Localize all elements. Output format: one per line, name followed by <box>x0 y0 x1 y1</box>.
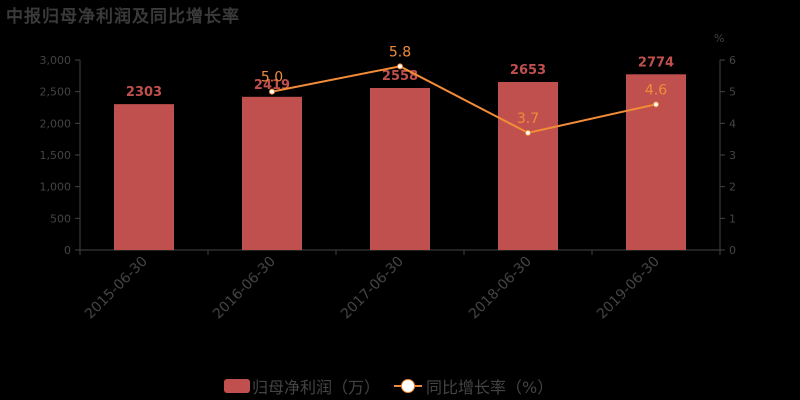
x-axis-label: 2019-06-30 <box>594 254 663 323</box>
legend: 归母净利润（万） 同比增长率（%） <box>224 374 553 398</box>
growth-value-label: 5.0 <box>261 70 283 86</box>
bar[interactable] <box>242 96 302 251</box>
growth-point[interactable] <box>397 63 403 70</box>
right-axis-tick: 0 <box>729 244 736 257</box>
right-axis-tick: 5 <box>729 86 736 99</box>
bar[interactable] <box>498 81 558 250</box>
left-axis-tick: 1,500 <box>40 149 72 162</box>
growth-value-label: 4.6 <box>645 82 667 98</box>
right-axis-unit: % <box>714 32 724 45</box>
right-axis-tick: 1 <box>729 212 736 225</box>
left-axis-tick: 500 <box>50 212 71 225</box>
growth-value-label: 3.7 <box>517 111 539 127</box>
left-axis-tick: 3,000 <box>40 54 72 67</box>
bar-value-label: 2558 <box>382 69 418 84</box>
x-axis-label: 2016-06-30 <box>210 254 279 323</box>
growth-line <box>271 65 657 134</box>
bar-value-label: 2303 <box>126 85 162 100</box>
bar[interactable] <box>626 74 686 251</box>
growth-point[interactable] <box>525 129 531 136</box>
growth-point[interactable] <box>269 88 275 95</box>
legend-line-swatch[interactable] <box>394 379 423 393</box>
right-axis-tick: 4 <box>729 117 736 130</box>
x-axis-label: 2018-06-30 <box>466 254 535 323</box>
x-axis-label: 2015-06-30 <box>82 254 151 323</box>
bar-value-label: 2774 <box>638 55 674 70</box>
right-axis-tick: 6 <box>729 54 736 67</box>
x-axis-label: 2017-06-30 <box>338 254 407 323</box>
growth-value-label: 5.8 <box>389 44 411 60</box>
bar[interactable] <box>370 87 430 250</box>
legend-bar-swatch[interactable] <box>224 379 250 393</box>
growth-point[interactable] <box>653 101 659 108</box>
left-axis-tick: 0 <box>64 244 71 257</box>
chart-title: 中报归母净利润及同比增长率 <box>6 7 240 27</box>
right-axis-tick: 3 <box>729 149 736 162</box>
bar[interactable] <box>114 104 174 250</box>
legend-bar-label[interactable]: 归母净利润（万） <box>252 378 381 397</box>
left-axis-tick: 2,000 <box>40 117 72 130</box>
right-axis-tick: 2 <box>729 181 736 194</box>
left-axis-tick: 1,000 <box>40 181 72 194</box>
left-axis-tick: 2,500 <box>40 86 72 99</box>
bar-value-label: 2653 <box>510 63 546 78</box>
legend-line-label[interactable]: 同比增长率（%） <box>426 378 554 397</box>
